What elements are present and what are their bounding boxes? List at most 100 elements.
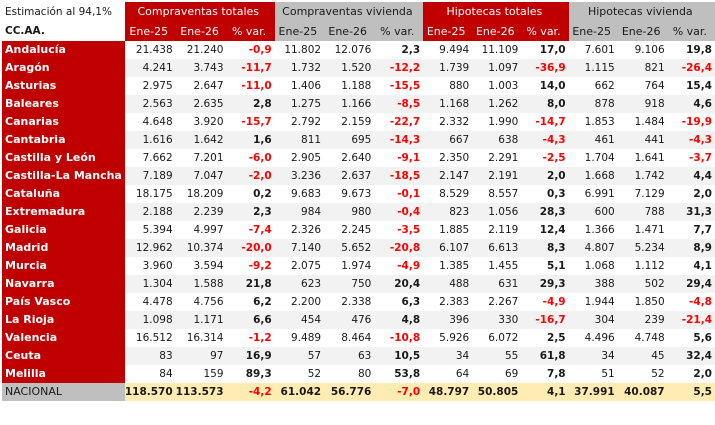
estimate-note: Estimación al 94,1%	[5, 6, 112, 18]
region-label: País Vasco	[2, 293, 125, 311]
value-cell: 441	[617, 131, 668, 149]
value-cell: 1.112	[634, 260, 665, 272]
pct-var-cell: 20,4	[374, 275, 424, 293]
value-cell: 2.975	[142, 80, 173, 92]
group-header-row: Estimación al 94,1% Compraventas totales C…	[2, 2, 715, 22]
pct-var-cell: -4,3	[521, 131, 569, 149]
pct-var-cell: -10,8	[389, 332, 421, 344]
value-cell: 2.147	[423, 167, 473, 185]
value-cell: 7.601	[584, 44, 615, 56]
value-cell: 304	[568, 311, 618, 329]
pct-var-cell: 10,5	[374, 347, 424, 365]
column-header: Ene-26	[472, 22, 522, 41]
table-row: Castilla-La Mancha 7.189 7.047 -2,0 3.236 2.6…	[2, 167, 715, 185]
pct-var-cell: 6,3	[401, 296, 421, 308]
region-label: Andalucía	[2, 41, 125, 59]
pct-var-cell: -12,2	[374, 59, 424, 77]
value-cell: 16.512	[135, 332, 173, 344]
column-header: % var.	[521, 22, 569, 41]
value-cell: 7.129	[634, 188, 665, 200]
pct-var-cell: 2,0	[693, 188, 712, 200]
table-row: Andalucía 21.438 21.240 -0,9 11.802 12.076 2,3…	[2, 41, 715, 59]
value-cell: 18.175	[135, 188, 173, 200]
value-cell: 2.647	[193, 80, 224, 92]
pct-var-cell: -19,9	[681, 116, 712, 128]
value-cell: 330	[472, 311, 522, 329]
pct-var-cell: 8,3	[521, 239, 569, 257]
column-header: Ene-25	[124, 22, 176, 41]
value-cell: 984	[274, 203, 325, 221]
pct-var-cell: -36,9	[521, 59, 569, 77]
pct-var-cell: 31,3	[667, 203, 715, 221]
value-cell: 21.438	[135, 44, 173, 56]
value-cell: 12.962	[124, 239, 176, 257]
pct-var-cell: 0,2	[253, 188, 272, 200]
value-cell: 788	[617, 203, 668, 221]
value-cell: 1.166	[324, 95, 375, 113]
value-cell: 2.326	[291, 224, 322, 236]
value-cell: 1.641	[634, 152, 665, 164]
region-label: Cataluña	[2, 185, 125, 203]
pct-var-cell: 32,4	[667, 347, 715, 365]
column-header: % var.	[374, 22, 424, 41]
value-cell: 1.385	[439, 260, 470, 272]
table-row: Canarias 4.648 3.920 -15,7 2.792 2.159 -22,7 2.…	[2, 113, 715, 131]
pct-var-cell: -1,2	[248, 332, 272, 344]
value-cell: 9.106	[634, 44, 665, 56]
value-cell: 21.240	[186, 44, 224, 56]
value-cell: 11.109	[481, 44, 519, 56]
value-cell: 1.262	[472, 95, 522, 113]
pct-var-cell: -16,7	[521, 311, 569, 329]
pct-var-cell: -20,8	[374, 239, 424, 257]
value-cell: 2.291	[488, 152, 519, 164]
value-cell: 8.529	[439, 188, 470, 200]
pct-var-cell: -3,7	[689, 152, 712, 164]
value-cell: 40.087	[617, 383, 668, 401]
table-row: Melilla 84 159 89,3 52 80 53,8 64 69 7,8 51 52 2,0	[2, 365, 715, 383]
table-row: Castilla y León 7.662 7.201 -6,0 2.905 2.640 -…	[2, 149, 715, 167]
pct-var-cell: -20,0	[226, 239, 275, 257]
pct-var-cell: -2,5	[542, 152, 566, 164]
value-cell: 12.076	[334, 44, 372, 56]
value-cell: 63	[324, 347, 375, 365]
value-cell: 1.742	[617, 167, 668, 185]
value-cell: 4.478	[142, 296, 173, 308]
pct-var-cell: 2,8	[226, 95, 275, 113]
pct-var-cell: -15,7	[241, 116, 272, 128]
value-cell: 1.003	[488, 80, 519, 92]
value-cell: 1.188	[341, 80, 372, 92]
pct-var-cell: -3,5	[397, 224, 421, 236]
value-cell: 9.673	[341, 188, 372, 200]
pct-var-cell: 4,8	[374, 311, 424, 329]
value-cell: 2.159	[341, 116, 372, 128]
column-header: % var.	[667, 22, 715, 41]
pct-var-cell: -4,3	[667, 131, 715, 149]
value-cell: 7.140	[274, 239, 325, 257]
pct-var-cell: 4,4	[667, 167, 715, 185]
pct-var-cell: 14,0	[539, 80, 566, 92]
value-cell: 5.926	[439, 332, 470, 344]
value-cell: 1.704	[584, 152, 615, 164]
region-label: Cantabria	[2, 131, 125, 149]
pct-var-cell: -21,4	[667, 311, 715, 329]
value-cell: 61.042	[274, 383, 325, 401]
pct-var-cell: -14,3	[374, 131, 424, 149]
group-header: Hipotecas vivienda	[568, 2, 715, 22]
pct-var-cell: 17,0	[539, 44, 566, 56]
value-cell: 1.275	[274, 95, 325, 113]
pct-var-cell: 5,5	[667, 383, 715, 401]
value-cell: 55	[472, 347, 522, 365]
value-cell: 476	[324, 311, 375, 329]
pct-var-cell: -4,8	[689, 296, 712, 308]
region-label: Baleares	[2, 95, 125, 113]
value-cell: 1.616	[124, 131, 176, 149]
value-cell: 1.171	[175, 311, 227, 329]
value-cell: 239	[617, 311, 668, 329]
value-cell: 18.209	[186, 188, 224, 200]
value-cell: 1.304	[124, 275, 176, 293]
pct-var-cell: 12,4	[539, 224, 566, 236]
pct-var-cell: 19,8	[686, 44, 712, 56]
pct-var-cell: 6,6	[226, 311, 275, 329]
region-label: Madrid	[2, 239, 125, 257]
pct-var-cell: -6,0	[248, 152, 272, 164]
